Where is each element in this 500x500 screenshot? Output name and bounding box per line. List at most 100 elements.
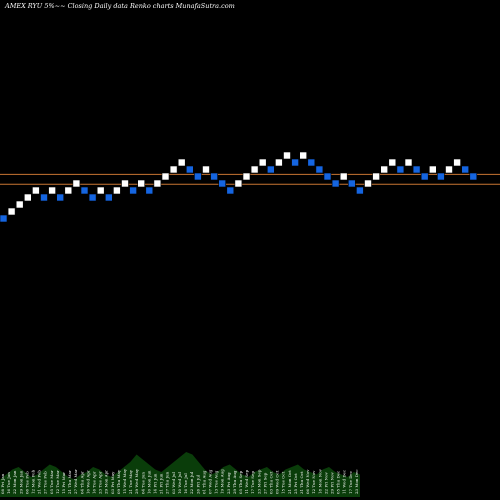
renko-brick [88, 193, 97, 202]
date-label: 25 Fri Oct [293, 473, 298, 494]
renko-brick [372, 172, 380, 181]
renko-brick [218, 179, 226, 188]
date-label: 01 Thu Aug [201, 470, 206, 494]
renko-brick [404, 158, 413, 167]
date-label: 05 Thu Dec [336, 470, 341, 494]
renko-brick [299, 151, 308, 160]
date-label: 05 Tue Mar [49, 470, 54, 494]
renko-brick [137, 179, 145, 188]
renko-brick [177, 158, 186, 167]
date-label: 21 Thu Mar [67, 470, 72, 494]
renko-brick [323, 172, 332, 181]
date-label: 15 Fri Mar [61, 472, 66, 494]
date-label: 23 Mon Dec [354, 469, 359, 494]
renko-brick [0, 214, 8, 223]
date-label: 07 Wed Aug [207, 469, 212, 494]
date-label: 29 Thu Aug [232, 470, 237, 494]
date-label: 17 Tue Sep [250, 471, 255, 494]
date-label: 22 Mon Jan [12, 470, 17, 494]
date-label: 29 Mon Apr [104, 470, 109, 494]
renko-brick [356, 186, 364, 195]
renko-brick [105, 193, 113, 202]
renko-brick [234, 179, 243, 188]
renko-brick [364, 179, 372, 188]
renko-brick [7, 207, 16, 216]
renko-brick [169, 165, 178, 174]
renko-brick [64, 186, 73, 195]
renko-brick [331, 179, 340, 188]
renko-brick [315, 165, 324, 174]
chart-title: AMEX RYU 5%~~ Closing Daily data Renko c… [5, 2, 235, 10]
renko-brick [113, 186, 121, 195]
date-label: 04 Thu Apr [79, 471, 84, 494]
renko-brick [250, 165, 259, 174]
date-label: 09 Wed Oct [275, 470, 280, 494]
renko-brick [56, 193, 65, 202]
date-label: 15 Tue Oct [281, 471, 286, 494]
date-label: 27 Fri Sep [262, 472, 267, 494]
date-label: 10 Mon Jun [146, 470, 151, 494]
date-label: 23 Tue Apr [98, 471, 103, 494]
renko-brick [428, 165, 437, 174]
date-label: 11 Wed Dec [342, 469, 347, 494]
date-label: 10 Wed Apr [85, 470, 90, 494]
renko-brick [275, 158, 283, 167]
date-label: 15 Wed May [122, 468, 127, 494]
renko-brick [437, 172, 445, 181]
renko-brick [347, 179, 356, 188]
date-label: 12 Tue Mar [55, 470, 60, 494]
date-label: 29 Mon Jan [18, 470, 23, 494]
date-label: 13 Tue Aug [214, 470, 219, 494]
renko-brick [266, 165, 275, 174]
renko-brick [186, 165, 194, 174]
renko-brick [291, 158, 299, 167]
date-label: 16 Tue Jul [183, 473, 188, 494]
volume-area-shape [0, 452, 360, 497]
date-label: 19 Mon Aug [220, 469, 225, 494]
date-label: 27 Thu Jun [165, 471, 170, 494]
date-label: 21 Wed Feb [37, 470, 42, 494]
date-label: 17 Tue Dec [348, 470, 353, 494]
renko-brick [469, 172, 478, 181]
renko-brick [15, 200, 24, 209]
renko-bricks [0, 151, 478, 223]
date-label: 29 Fri Nov [329, 471, 334, 494]
renko-brick [453, 158, 461, 167]
renko-brick [40, 193, 48, 202]
renko-brick [412, 165, 421, 174]
date-label: 27 Tue Feb [43, 471, 48, 494]
date-label: 09 Thu May [116, 469, 121, 494]
date-label: 06 Wed Nov [305, 469, 310, 494]
date-label: 11 Wed Sep [244, 470, 249, 494]
date-label: 29 Wed May [134, 468, 139, 494]
renko-brick [420, 172, 429, 181]
date-label: 26 Fri Jul [195, 474, 200, 494]
renko-brick [23, 193, 32, 202]
renko-brick [48, 186, 56, 195]
date-label: 03 Thu Oct [268, 471, 273, 494]
renko-brick [121, 179, 129, 188]
renko-brick [396, 165, 405, 174]
date-label: 22 Mon Jul [189, 471, 194, 494]
date-label: 27 Wed Mar [73, 469, 78, 494]
renko-brick [32, 186, 40, 195]
date-label: 16 Tue Apr [92, 471, 97, 494]
renko-brick [242, 172, 251, 181]
date-label: 12 Mon Feb [31, 469, 36, 494]
renko-brick [129, 186, 137, 195]
renko-brick [202, 165, 210, 174]
renko-brick [194, 172, 202, 181]
renko-brick [145, 186, 154, 195]
date-label: 08 Fri Jan [0, 473, 5, 494]
renko-brick [380, 165, 389, 174]
date-label: 22 Fri Nov [323, 471, 328, 494]
renko-brick [226, 186, 235, 195]
renko-brick [283, 151, 291, 160]
renko-brick [161, 172, 170, 181]
volume-area [0, 452, 360, 497]
renko-brick [258, 158, 267, 167]
renko-brick [461, 165, 470, 174]
date-label: 31 Thu Oct [299, 471, 304, 494]
renko-brick [307, 158, 316, 167]
date-label: 21 Mon Oct [287, 470, 292, 494]
